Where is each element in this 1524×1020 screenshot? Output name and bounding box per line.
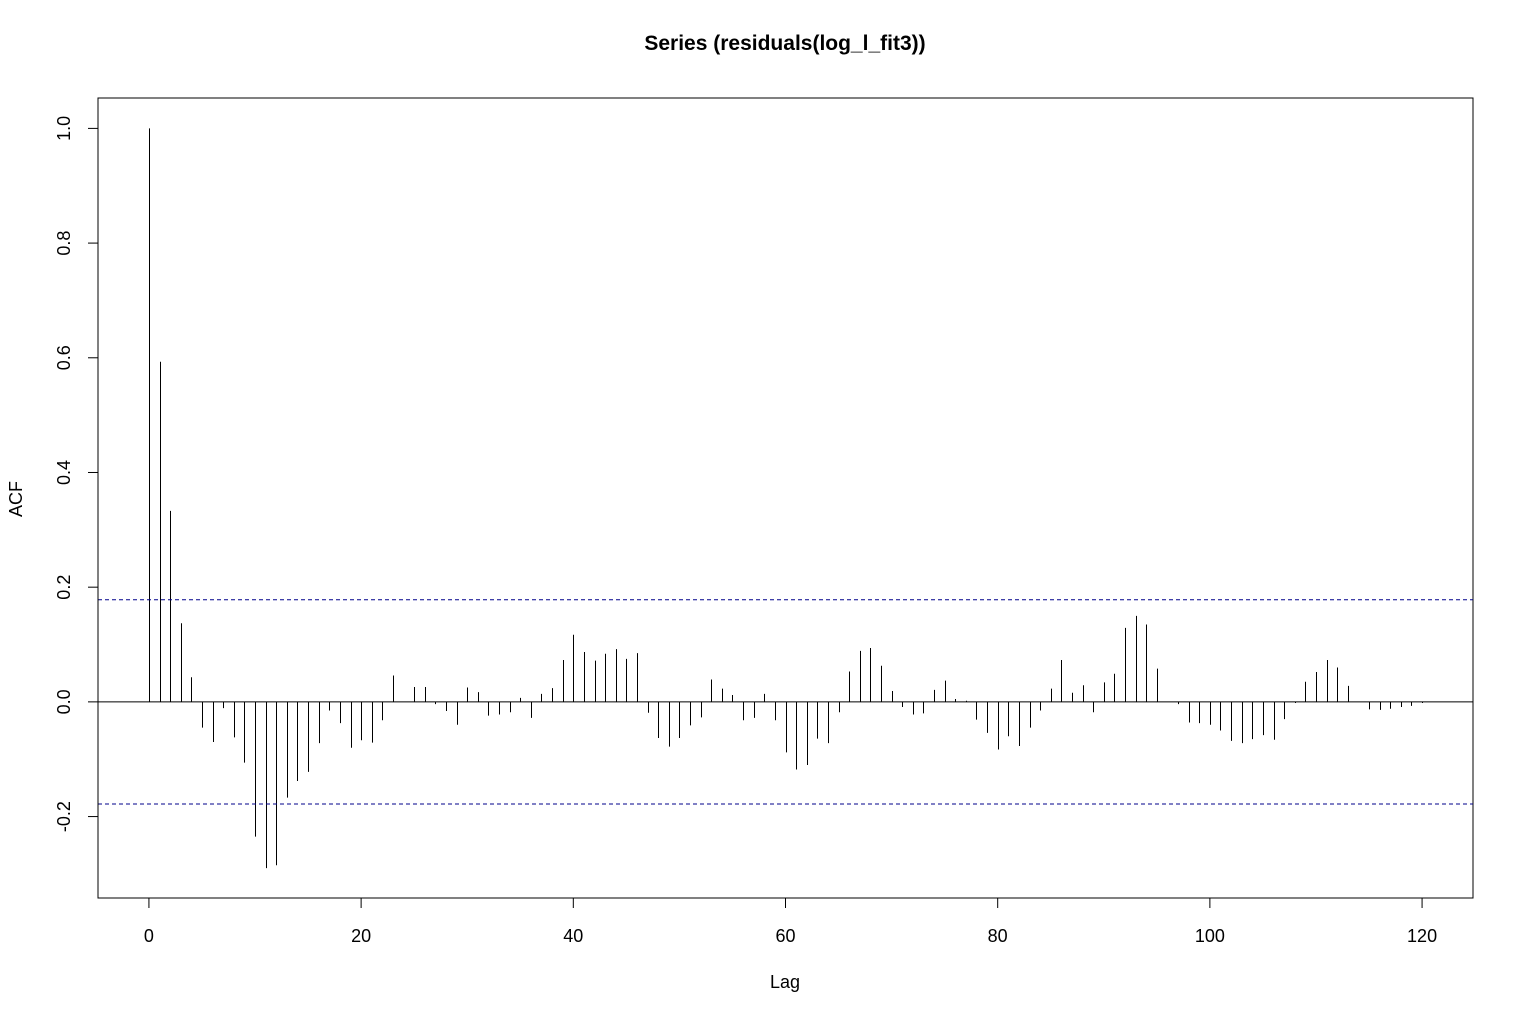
x-axis: 0 20 40 60 80 100 120: [144, 897, 1437, 946]
confidence-bounds: [98, 599, 1473, 805]
y-tick-label-5: 0.8: [54, 231, 74, 256]
x-tick-label-100: 100: [1195, 926, 1225, 946]
y-tick-label-3: 0.4: [54, 460, 74, 485]
x-tick-label-40: 40: [563, 926, 583, 946]
x-tick-label-80: 80: [988, 926, 1008, 946]
x-tick-label-60: 60: [775, 926, 795, 946]
y-axis-label: ACF: [6, 481, 26, 517]
x-tick-label-0: 0: [144, 926, 154, 946]
y-tick-label-4: 0.6: [54, 345, 74, 370]
y-tick-label-1: 0.0: [54, 689, 74, 714]
y-tick-label-2: 0.2: [54, 575, 74, 600]
acf-bars: [98, 128, 1473, 869]
y-tick-label-6: 1.0: [54, 116, 74, 141]
plot-frame: [97, 97, 1474, 899]
chart-title: Series (residuals(log_l_fit3)): [644, 32, 925, 55]
x-tick-label-20: 20: [351, 926, 371, 946]
x-tick-label-120: 120: [1407, 926, 1437, 946]
x-axis-label: Lag: [770, 972, 800, 992]
y-tick-label-0: -0.2: [54, 801, 74, 832]
y-axis: -0.2 0.0 0.2 0.4 0.6 0.8 1.0: [54, 116, 99, 832]
